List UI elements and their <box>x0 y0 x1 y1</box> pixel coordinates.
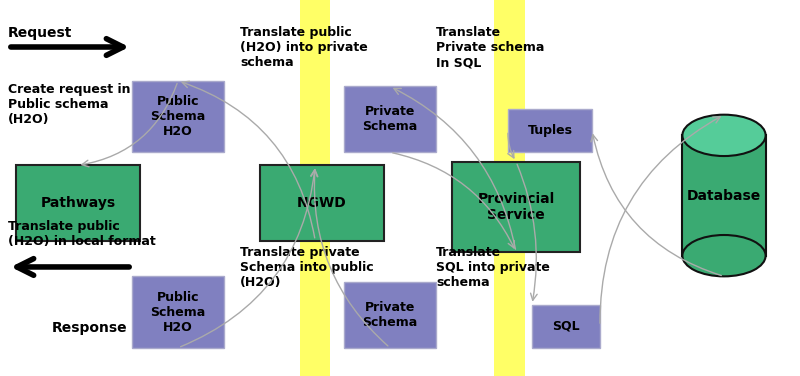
Text: Public
Schema
H2O: Public Schema H2O <box>150 291 206 334</box>
Bar <box>508 109 592 152</box>
Text: Public
Schema
H2O: Public Schema H2O <box>150 95 206 138</box>
Bar <box>452 162 580 252</box>
Text: Translate public
(H2O) in local format: Translate public (H2O) in local format <box>8 220 156 248</box>
Text: Database: Database <box>687 188 761 203</box>
Bar <box>344 86 436 152</box>
Text: Translate
Private schema
In SQL: Translate Private schema In SQL <box>436 26 544 69</box>
Text: NGWD: NGWD <box>297 196 347 210</box>
Bar <box>300 0 330 376</box>
Ellipse shape <box>682 115 766 156</box>
Text: Translate public
(H2O) into private
schema: Translate public (H2O) into private sche… <box>240 26 368 69</box>
Text: Response: Response <box>52 321 128 335</box>
Bar <box>260 165 384 241</box>
Text: Request: Request <box>8 26 72 40</box>
Text: Pathways: Pathways <box>41 196 115 210</box>
Bar <box>16 165 140 241</box>
Bar <box>494 0 525 376</box>
Bar <box>682 135 766 256</box>
Text: Private
Schema: Private Schema <box>362 105 418 133</box>
Bar <box>344 282 436 348</box>
Bar <box>132 81 224 152</box>
Bar <box>532 305 600 348</box>
Text: Tuples: Tuples <box>527 124 573 137</box>
Text: Provincial
Service: Provincial Service <box>478 192 554 222</box>
Bar <box>132 276 224 348</box>
Text: Create request in
Public schema
(H2O): Create request in Public schema (H2O) <box>8 83 130 126</box>
Text: Translate
SQL into private
schema: Translate SQL into private schema <box>436 246 550 289</box>
Text: Translate private
Schema into public
(H2O): Translate private Schema into public (H2… <box>240 246 374 289</box>
Ellipse shape <box>682 235 766 276</box>
Text: Private
Schema: Private Schema <box>362 301 418 329</box>
Text: SQL: SQL <box>552 320 580 333</box>
